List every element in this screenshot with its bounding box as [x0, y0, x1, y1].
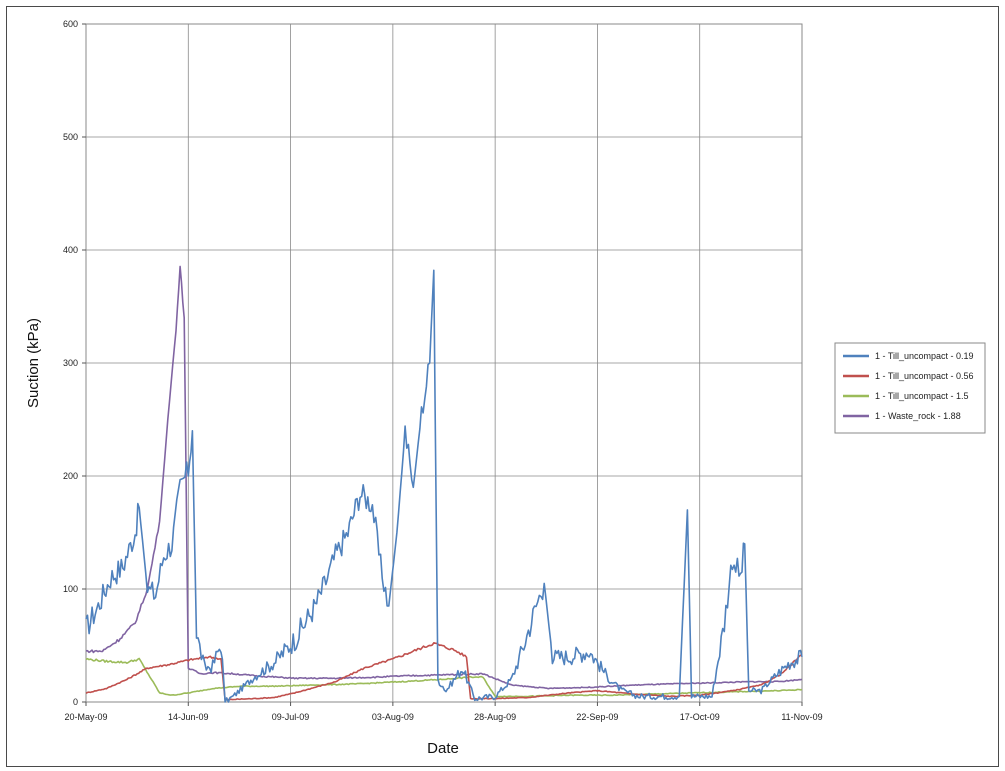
x-tick-label: 09-Jul-09	[272, 712, 310, 722]
x-tick-label: 17-Oct-09	[680, 712, 720, 722]
x-tick-label: 28-Aug-09	[474, 712, 516, 722]
legend-box	[834, 342, 986, 434]
x-tick-label: 11-Nov-09	[781, 712, 822, 722]
x-axis-title: Date	[427, 740, 459, 757]
series-layer	[85, 265, 803, 703]
y-tick-label: 100	[63, 584, 78, 594]
x-tick-label: 20-May-09	[64, 712, 107, 722]
y-tick-label: 300	[63, 358, 78, 368]
series-line-3	[85, 657, 803, 698]
legend-label: 1 - Waste_rock - 1.88	[875, 411, 961, 421]
y-tick-label: 200	[63, 471, 78, 481]
y-axis-title: Suction (kPa)	[25, 318, 42, 408]
y-tick-label: 0	[73, 697, 78, 707]
legend-label: 1 - Till_uncompact - 0.19	[875, 351, 974, 361]
y-tick-label: 600	[63, 19, 78, 29]
y-tick-label: 400	[63, 245, 78, 255]
y-tick-label: 500	[63, 132, 78, 142]
axes: 0 100 200 300 400 500 600 20-May-09 14-Jun-09 09-…	[63, 19, 823, 722]
x-tick-label: 22-Sep-09	[576, 712, 618, 722]
series-line-1	[85, 269, 803, 703]
x-tick-label: 14-Jun-09	[168, 712, 209, 722]
x-tick-label: 03-Aug-09	[372, 712, 414, 722]
legend-label: 1 - Till_uncompact - 0.56	[875, 371, 974, 381]
series-line-4	[85, 265, 803, 690]
grid	[85, 23, 803, 703]
legend: 1 - Till_uncompact - 0.19 1 - Till_uncomp…	[834, 342, 986, 434]
legend-label: 1 - Till_uncompact - 1.5	[875, 391, 969, 401]
